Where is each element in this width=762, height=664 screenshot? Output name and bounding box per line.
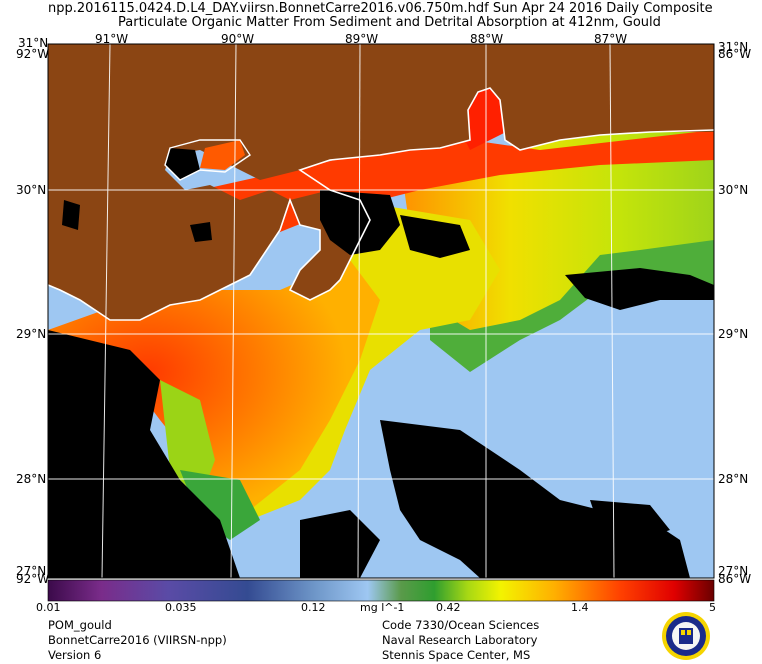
colorbar-tick-0.035: 0.035 [165,601,197,614]
corner-label-bottom-left-lat: 27°N [16,564,47,578]
lon-label-91w: 91°W [95,32,129,46]
title-line-2: Particulate Organic Matter From Sediment… [118,15,661,30]
footer-right-line-1: Code 7330/Ocean Sciences [382,618,540,632]
corner-label-bottom-right-lat: 27°N [718,564,749,578]
colorbar-tick-0.12: 0.12 [301,601,326,614]
lat-label-right-29n: 29°N [718,327,749,341]
corner-label-top-left-lat: 31°N [18,36,49,50]
naval-research-laboratory-seal [662,612,710,660]
lon-label-88w: 88°W [470,32,504,46]
lon-label-87w: 87°W [594,32,628,46]
lat-label-right-28n: 28°N [718,472,749,486]
colorbar [47,579,715,602]
lat-label-left-28n: 28°N [16,472,47,486]
lon-label-90w: 90°W [221,32,255,46]
footer-left-line-3: Version 6 [48,648,102,662]
lon-label-89w: 89°W [345,32,379,46]
title-line-1: npp.2016115.0424.D.L4_DAY.viirsn.BonnetC… [48,1,713,16]
lat-label-left-29n: 29°N [16,327,47,341]
colorbar-tick-1.4: 1.4 [571,601,589,614]
corner-label-top-right-lon: 86°W [718,47,752,61]
colorbar-tick-0.01: 0.01 [36,601,61,614]
footer-right-line-2: Naval Research Laboratory [382,633,538,647]
colorbar-tick-5: 5 [709,601,716,614]
footer-left-line-1: POM_gould [48,618,112,632]
lat-label-left-30n: 30°N [16,183,47,197]
colorbar-tick-0.42: 0.42 [436,601,461,614]
map-image [48,44,714,578]
corner-label-bottom-right-lon: 86°W [718,572,752,586]
corner-label-bottom-left-lon: 92°W [16,572,50,586]
footer-right-line-3: Stennis Space Center, MS [382,648,531,662]
lat-label-right-30n: 30°N [718,183,749,197]
corner-label-top-right-lat: 31°N [718,40,749,54]
footer-left-line-2: BonnetCarre2016 (VIIRSN-npp) [48,633,227,647]
colorbar-unit: mg l^-1 [360,601,405,614]
corner-label-top-left-lon: 92°W [16,47,50,61]
